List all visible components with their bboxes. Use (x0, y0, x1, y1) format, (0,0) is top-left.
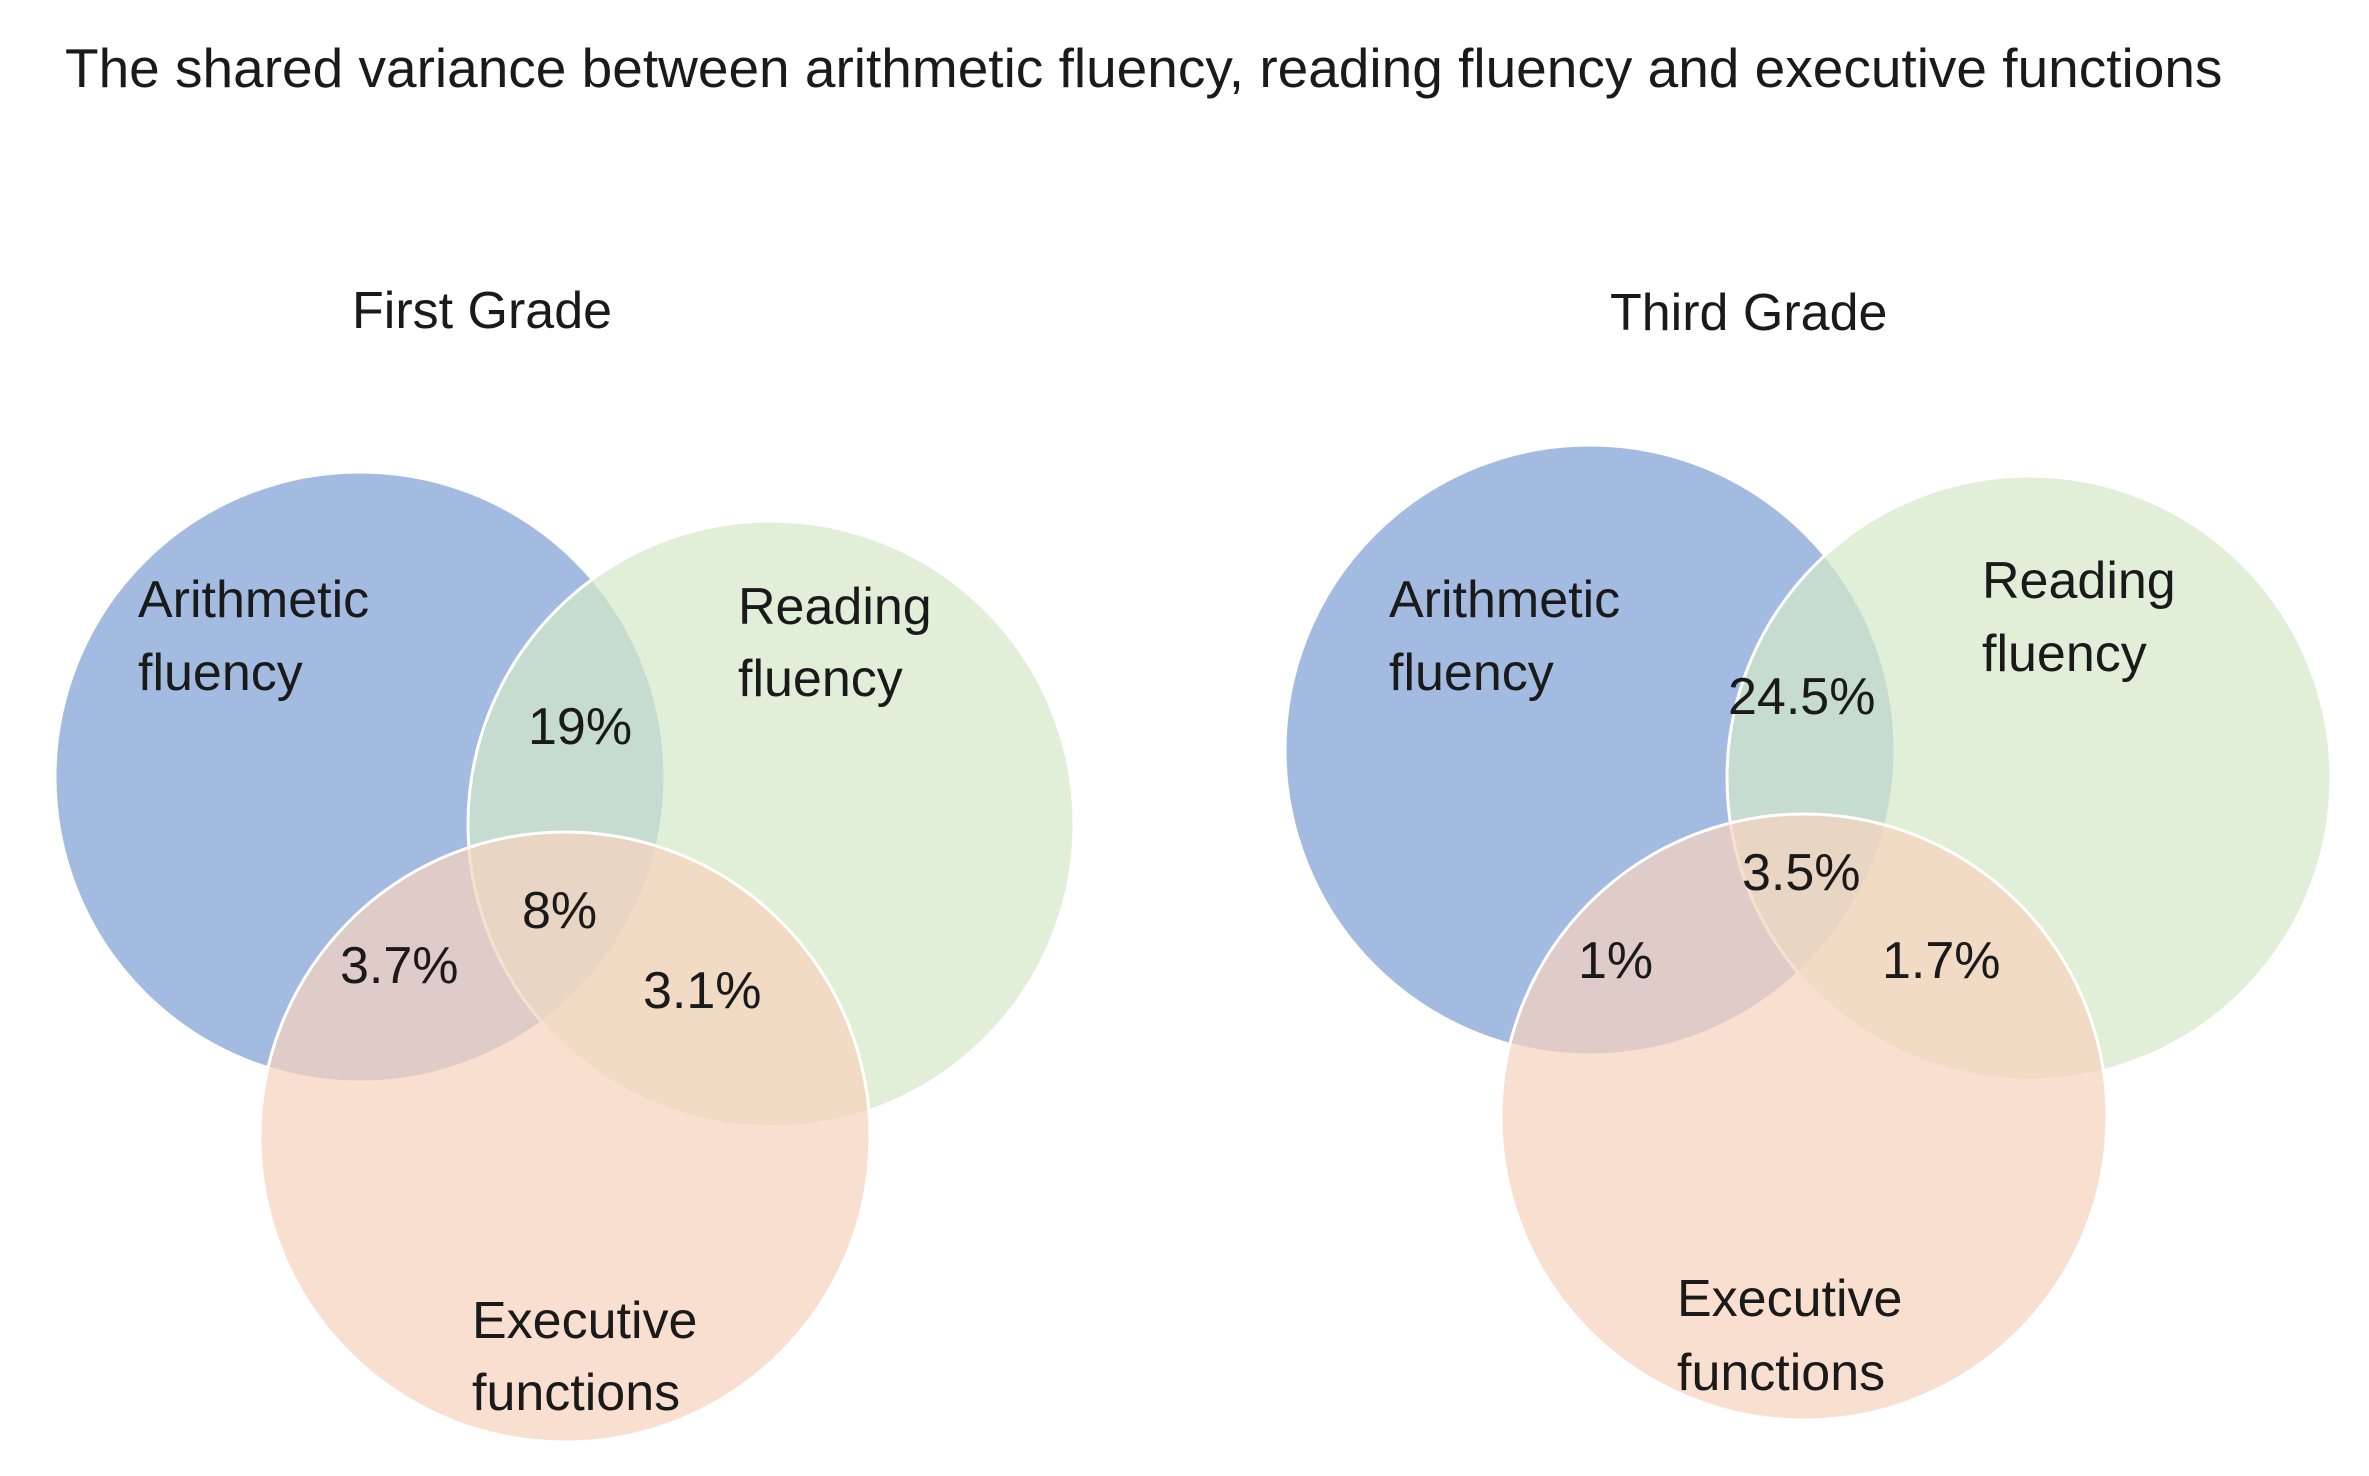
svg-text:functions: functions (1677, 1344, 1885, 1402)
svg-text:Arithmetic: Arithmetic (1389, 571, 1620, 629)
third-grade-panel: Third Grade Arithmetic fluency Reading f… (1283, 284, 2333, 1422)
arithmetic-fluency-label: Arithmetic fluency (138, 571, 369, 702)
svg-text:Reading: Reading (1982, 552, 2176, 610)
reading-executive-overlap-label: 1.7% (1882, 932, 2001, 990)
executive-functions-circle (1499, 812, 2109, 1422)
all-three-overlap-label: 3.5% (1742, 844, 1861, 902)
arithmetic-reading-overlap-label: 19% (528, 698, 632, 756)
panel-title-first-grade: First Grade (352, 282, 612, 340)
reading-executive-overlap-label: 3.1% (643, 962, 762, 1020)
svg-text:functions: functions (472, 1364, 680, 1422)
svg-text:Executive: Executive (1677, 1270, 1902, 1328)
all-three-overlap-label: 8% (522, 882, 597, 940)
arithmetic-fluency-label: Arithmetic fluency (1389, 571, 1620, 702)
svg-text:fluency: fluency (738, 650, 903, 708)
arithmetic-reading-overlap-label: 24.5% (1728, 668, 1875, 726)
executive-functions-label: Executive functions (472, 1292, 697, 1422)
svg-text:fluency: fluency (138, 644, 303, 702)
svg-text:Executive: Executive (472, 1292, 697, 1350)
panel-title-third-grade: Third Grade (1610, 284, 1887, 342)
executive-functions-circle (258, 830, 872, 1444)
svg-text:Arithmetic: Arithmetic (138, 571, 369, 629)
svg-text:fluency: fluency (1982, 625, 2147, 683)
first-grade-panel: First Grade Arithmetic fluency Reading f… (53, 282, 1076, 1444)
svg-text:Reading: Reading (738, 578, 932, 636)
figure-title: The shared variance between arithmetic f… (65, 37, 2222, 99)
svg-text:fluency: fluency (1389, 644, 1554, 702)
arithmetic-executive-overlap-label: 1% (1578, 932, 1653, 990)
reading-fluency-label: Reading fluency (738, 578, 932, 708)
executive-functions-label: Executive functions (1677, 1270, 1902, 1402)
reading-fluency-label: Reading fluency (1982, 552, 2176, 683)
arithmetic-executive-overlap-label: 3.7% (340, 937, 459, 995)
